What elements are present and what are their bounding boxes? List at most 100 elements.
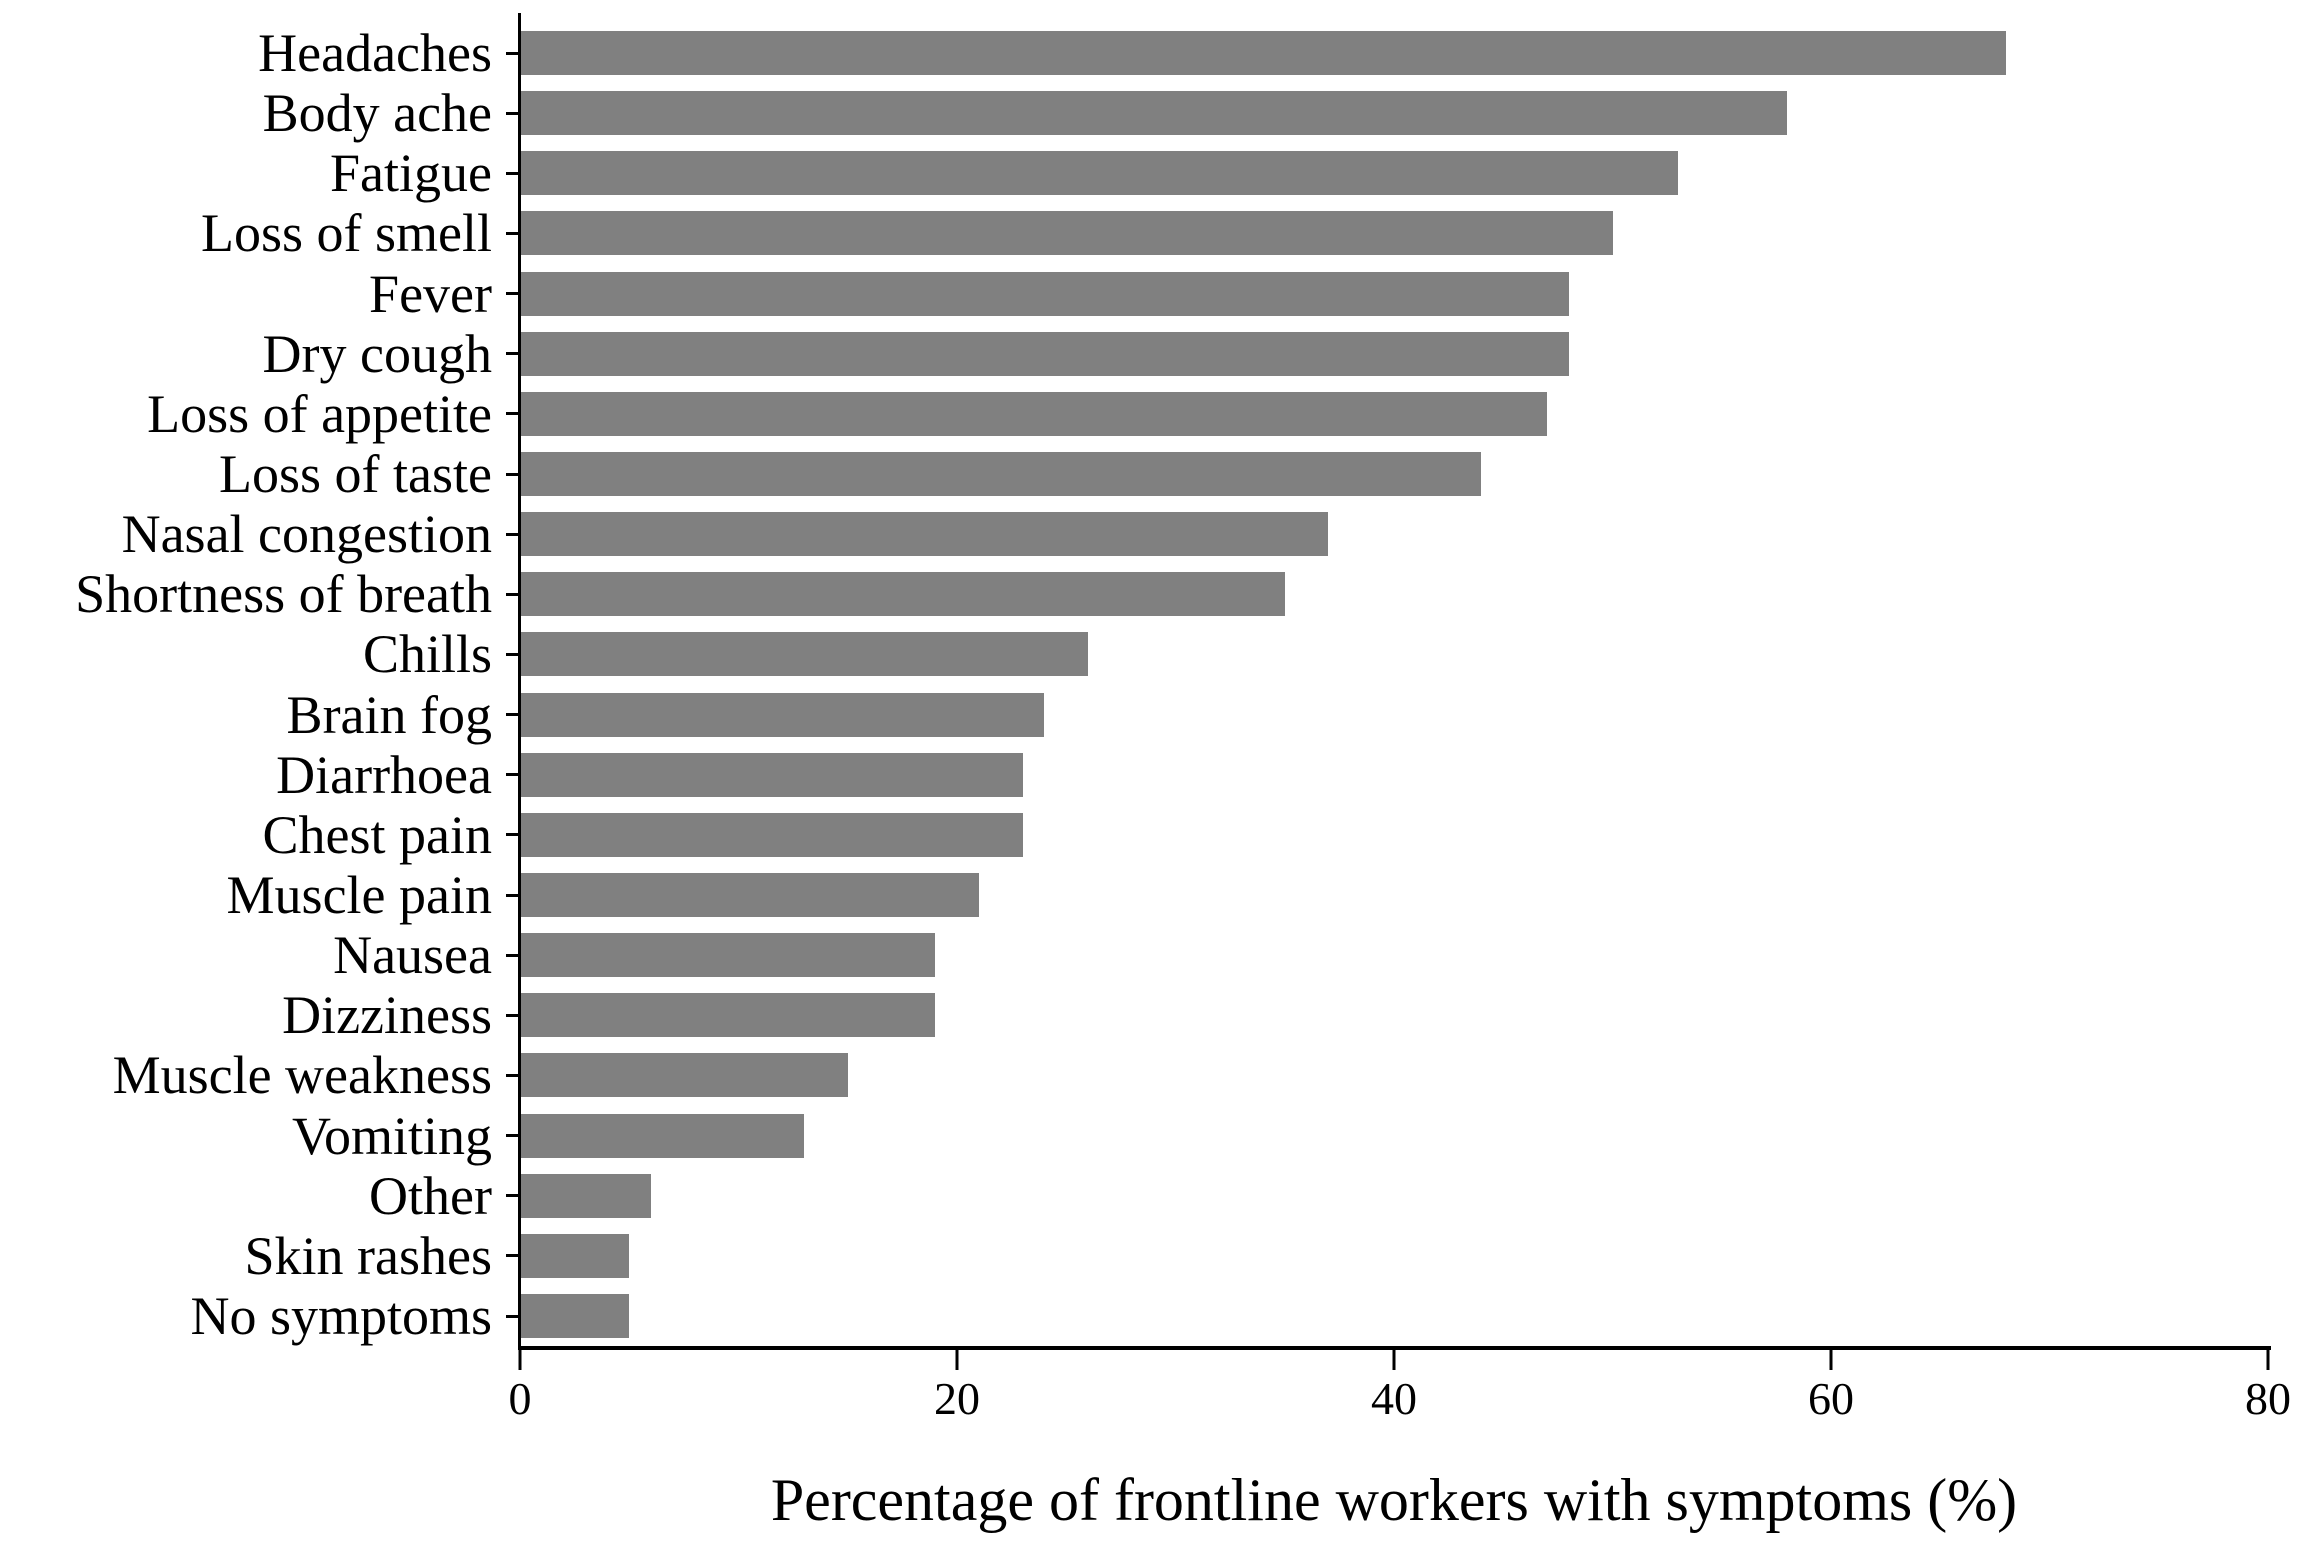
bar [520,1053,848,1098]
category-tick-zone [496,1013,520,1017]
category-tick-mark [506,592,520,596]
bar-row: Nasal congestion [0,504,2268,564]
category-tick-zone [496,532,520,536]
x-tick-label: 40 [1371,1373,1417,1424]
bar-track [520,985,2268,1045]
category-tick-zone [496,1134,520,1138]
x-tick-label: 0 [508,1373,532,1424]
category-tick-mark [506,532,520,536]
bar-track [520,805,2268,865]
bar-row: Chills [0,624,2268,684]
bar-track [520,143,2268,203]
category-tick-mark [506,51,520,55]
bar-track [520,83,2268,143]
category-tick-zone [496,652,520,656]
category-tick-zone [496,51,520,55]
x-tick-mark [1392,1350,1396,1370]
category-label: Diarrhoea [276,744,492,805]
bar [520,572,1285,617]
category-tick-mark [506,1013,520,1017]
bar-row: Vomiting [0,1106,2268,1166]
bar [520,1113,805,1158]
bar-track [520,745,2268,805]
category-tick-zone [496,231,520,235]
bar-row: Fatigue [0,143,2268,203]
bar-row: Brain fog [0,685,2268,745]
category-tick-mark [506,652,520,656]
category-label: Chest pain [262,804,492,865]
category-tick-zone [496,893,520,897]
bar [520,452,1482,497]
category-label: Headaches [258,23,492,84]
bar-track [520,925,2268,985]
category-label: Dizziness [282,985,492,1046]
category-label: Brain fog [286,684,492,745]
category-label: Loss of taste [219,444,492,505]
category-label: Nasal congestion [121,504,492,565]
bar-track [520,865,2268,925]
category-tick-zone [496,833,520,837]
bar [520,91,1788,136]
bar [520,993,936,1038]
category-tick-zone [496,1194,520,1198]
bar-row: Body ache [0,83,2268,143]
category-tick-mark [506,1073,520,1077]
bar-track [520,564,2268,624]
x-tick-label: 80 [2245,1373,2291,1424]
category-tick-mark [506,352,520,356]
category-label: No symptoms [190,1286,492,1347]
bar-row: Shortness of breath [0,564,2268,624]
category-tick-mark [506,1254,520,1258]
x-tick-label: 20 [934,1373,980,1424]
x-tick-mark [955,1350,959,1370]
bar [520,1173,652,1218]
category-label: Other [369,1165,492,1226]
category-tick-zone [496,352,520,356]
category-label: Dry cough [262,323,492,384]
category-tick-mark [506,292,520,296]
bar-row: Chest pain [0,805,2268,865]
bar-row: Nausea [0,925,2268,985]
bar [520,391,1547,436]
x-tick-mark [1829,1350,1833,1370]
bar [520,512,1329,557]
bar [520,812,1023,857]
category-tick-mark [506,713,520,717]
bar [520,331,1569,376]
bar-track [520,384,2268,444]
bar-row: Loss of appetite [0,384,2268,444]
bar-track [520,624,2268,684]
bar-row: Other [0,1166,2268,1226]
category-label: Skin rashes [244,1225,492,1286]
bar-track [520,1286,2268,1346]
bar-rows: Headaches Body ache Fatigue Loss of smell Fe… [0,23,2268,1346]
category-label: Chills [362,624,492,685]
y-axis-line [518,13,521,1349]
x-tick-mark [518,1350,522,1370]
bar [520,933,936,978]
bar [520,632,1089,677]
category-tick-zone [496,1073,520,1077]
bar [520,31,2006,76]
category-tick-zone [496,292,520,296]
category-label: Loss of smell [201,203,492,264]
category-label: Loss of appetite [147,383,492,444]
category-tick-zone [496,472,520,476]
bar-track [520,685,2268,745]
category-tick-mark [506,1314,520,1318]
category-tick-zone [496,412,520,416]
bar [520,692,1045,737]
bar-track [520,23,2268,83]
bar-row: Dry cough [0,324,2268,384]
bar-row: Fever [0,264,2268,324]
bar-track [520,1166,2268,1226]
x-tick-label: 60 [1808,1373,1854,1424]
category-tick-mark [506,773,520,777]
category-label: Fatigue [330,143,492,204]
category-tick-mark [506,231,520,235]
category-tick-zone [496,1254,520,1258]
category-label: Muscle weakness [112,1045,492,1106]
bar-track [520,1106,2268,1166]
bar-row: Headaches [0,23,2268,83]
bar [520,1233,630,1278]
